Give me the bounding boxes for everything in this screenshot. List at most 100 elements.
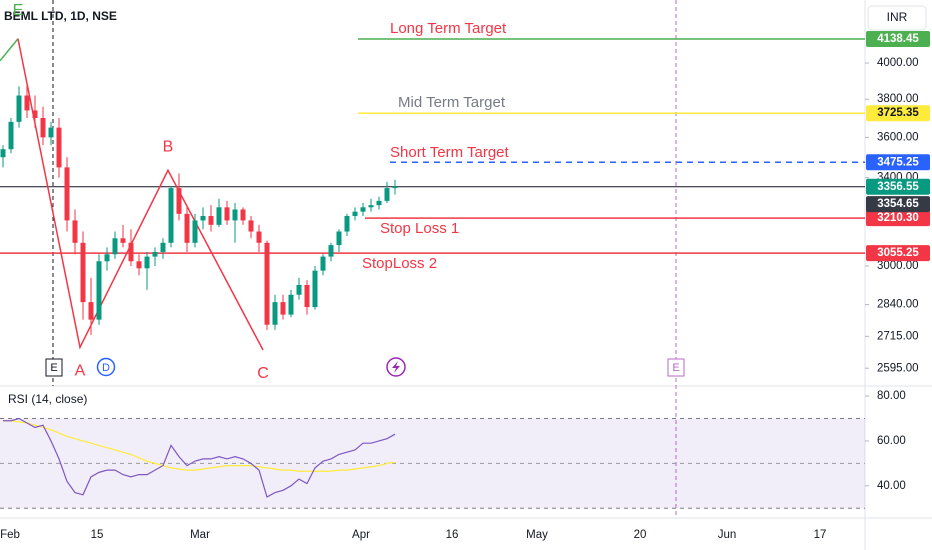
price-tag-label: 4138.45 (877, 33, 919, 45)
candle-body (80, 242, 86, 303)
candle-body (168, 188, 174, 243)
candle-body (0, 149, 6, 158)
candle-body (328, 245, 334, 257)
candle-body (224, 207, 230, 221)
x-tick-label: May (526, 529, 548, 541)
event-marker (45, 358, 63, 377)
price-tag-label: 3725.35 (877, 107, 919, 119)
x-tick-label: 17 (814, 529, 827, 541)
candle-body (32, 110, 38, 119)
candle-body (192, 220, 198, 243)
x-tick-label: 20 (634, 529, 647, 541)
candle-body (136, 261, 142, 269)
candle-body (144, 256, 150, 269)
candle-body (296, 285, 302, 295)
candle-body (248, 220, 254, 232)
pattern-label: E (13, 2, 24, 19)
candle-body (40, 118, 46, 138)
price-tag (866, 210, 930, 227)
price-tag (866, 178, 930, 195)
event-marker-label: E (50, 362, 57, 374)
flash-icon (392, 361, 400, 373)
rsi-y-tick-label: 60.00 (877, 435, 906, 447)
candle-body (200, 216, 206, 221)
candle-body (184, 213, 190, 243)
rsi-label: RSI (14, close) (8, 392, 87, 406)
symbol-title: BEML LTD, 1D, NSE (4, 9, 117, 23)
x-tick-label: 15 (91, 529, 104, 541)
candle-body (72, 220, 78, 243)
rsi-line (3, 417, 396, 498)
candle-body (360, 207, 366, 212)
currency-label[interactable]: INR (887, 10, 908, 24)
candle-body (120, 238, 126, 243)
pattern-lead (0, 38, 19, 62)
y-tick-label: 2715.00 (877, 330, 919, 342)
y-tick-label: 3000.00 (877, 260, 919, 272)
x-tick-label: Feb (0, 529, 20, 541)
y-tick-label: 2840.00 (877, 299, 919, 311)
candle-body (312, 270, 318, 308)
x-tick-label: Mar (190, 529, 210, 541)
price-tag-label: 3354.65 (877, 198, 919, 210)
candle-body (280, 302, 286, 315)
pattern-line (17, 38, 264, 351)
price-tag-label: 3055.25 (877, 247, 919, 259)
candle-body (264, 242, 270, 325)
price-tag (866, 245, 930, 262)
price-tag (866, 31, 930, 48)
y-tick-label: 4000.00 (877, 57, 919, 69)
candle-body (392, 186, 398, 189)
candle-body (304, 285, 310, 308)
candle-body (344, 216, 350, 232)
candle-body (232, 209, 238, 221)
price-tag (866, 196, 930, 213)
level-label: Long Term Target (390, 20, 507, 37)
event-marker-label: E (672, 362, 679, 374)
candle-body (208, 216, 214, 225)
candle-body (56, 127, 62, 168)
price-tag (866, 154, 930, 171)
x-tick-label: Apr (352, 529, 370, 541)
rsi-y-tick-label: 40.00 (877, 480, 906, 492)
candle-body (24, 95, 30, 111)
candle-body (240, 209, 246, 221)
candle-body (336, 231, 342, 246)
pattern-label: C (257, 365, 269, 382)
candle-body (64, 167, 70, 221)
candle-body (112, 238, 118, 255)
price-tag-label: 3356.55 (877, 181, 919, 193)
candle-body (216, 207, 222, 225)
pattern-label: B (163, 138, 174, 155)
candle-body (104, 254, 110, 262)
x-tick-label: 16 (446, 529, 459, 541)
currency-button[interactable] (867, 5, 927, 31)
candle-body (376, 200, 382, 206)
candle-body (16, 95, 22, 122)
candle-body (176, 188, 182, 214)
event-marker (667, 358, 685, 377)
candle-body (88, 302, 94, 320)
price-tag-label: 3210.30 (877, 212, 919, 224)
event-marker (96, 357, 116, 377)
candle-body (384, 188, 390, 201)
y-tick-label: 3600.00 (877, 131, 919, 143)
candle-body (368, 205, 374, 208)
candle-body (256, 231, 262, 243)
candle-body (96, 261, 102, 320)
event-marker-label: D (102, 362, 110, 374)
candle-body (152, 251, 158, 257)
candle-body (8, 121, 14, 150)
price-tag-label: 3475.25 (877, 156, 919, 168)
y-tick-label: 2595.00 (877, 362, 919, 374)
level-label: Stop Loss 1 (380, 220, 459, 237)
level-label: StopLoss 2 (362, 255, 437, 272)
x-tick-label: Jun (718, 529, 737, 541)
candle-body (288, 294, 294, 315)
candle-body (160, 242, 166, 252)
candle-body (48, 127, 54, 138)
candle-body (352, 211, 358, 217)
